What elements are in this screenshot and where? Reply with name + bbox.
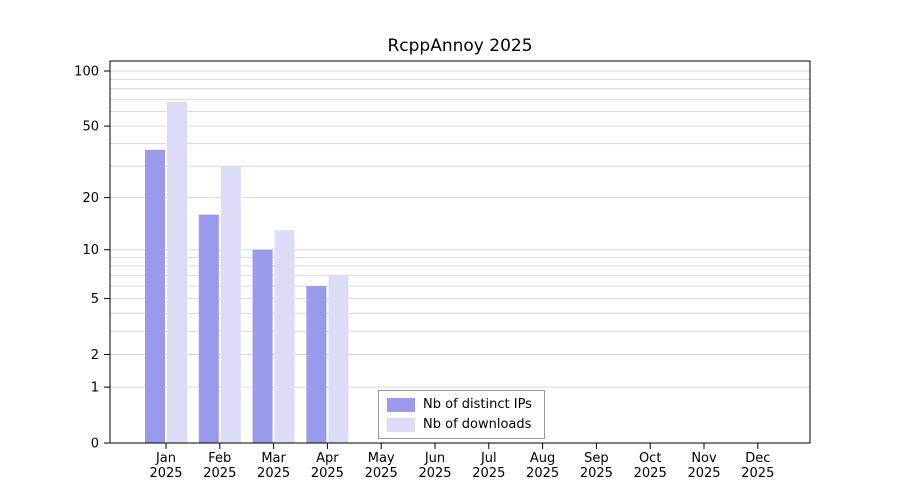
- legend-swatch-distinct-ips: [387, 397, 415, 412]
- x-tick-label-year: 2025: [741, 466, 774, 481]
- x-tick-label-month: Jul: [480, 451, 497, 466]
- legend: Nb of distinct IPs Nb of downloads: [378, 390, 545, 439]
- x-tick-label-year: 2025: [311, 466, 344, 481]
- x-tick-label-year: 2025: [418, 466, 451, 481]
- y-tick-label: 5: [91, 292, 99, 307]
- x-tick-label-year: 2025: [365, 466, 398, 481]
- x-tick-label-month: Mar: [261, 451, 286, 466]
- bar-distinct-ips-apr: [306, 286, 327, 443]
- chart-title: RcppAnnoy 2025: [387, 36, 533, 56]
- x-tick-label-year: 2025: [526, 466, 559, 481]
- legend-swatch-downloads: [387, 417, 415, 432]
- bar-downloads-mar: [274, 230, 295, 443]
- x-tick-label-month: Sep: [584, 451, 609, 466]
- bar-downloads-jan: [167, 101, 187, 443]
- legend-label-downloads: Nb of downloads: [423, 417, 532, 432]
- x-tick-label-month: Apr: [316, 451, 339, 466]
- bar-downloads-apr: [328, 275, 349, 443]
- bar-downloads-feb: [220, 166, 241, 444]
- y-tick-label: 10: [82, 243, 99, 258]
- x-tick-label-month: Dec: [745, 451, 770, 466]
- y-tick-label: 50: [82, 120, 99, 135]
- y-tick-label: 1: [91, 381, 99, 396]
- x-tick-label-year: 2025: [687, 466, 720, 481]
- x-tick-label-month: May: [368, 451, 395, 466]
- bar-distinct-ips-jan: [145, 149, 165, 444]
- x-tick-label-year: 2025: [149, 466, 182, 481]
- x-tick-label-year: 2025: [257, 466, 290, 481]
- legend-item-downloads: Nb of downloads: [387, 417, 532, 432]
- x-tick-label-year: 2025: [472, 466, 505, 481]
- y-tick-label: 2: [91, 348, 99, 363]
- x-tick-label-month: Oct: [639, 451, 661, 466]
- legend-label-distinct-ips: Nb of distinct IPs: [423, 397, 532, 412]
- legend-item-distinct-ips: Nb of distinct IPs: [387, 397, 532, 412]
- x-tick-label-month: Jan: [155, 451, 176, 466]
- bar-distinct-ips-feb: [198, 214, 219, 443]
- x-tick-label-month: Feb: [208, 451, 231, 466]
- y-tick-label: 100: [74, 65, 99, 80]
- x-tick-label-year: 2025: [580, 466, 613, 481]
- x-tick-label-month: Nov: [691, 451, 717, 466]
- y-tick-label: 20: [82, 191, 99, 206]
- x-tick-label-year: 2025: [634, 466, 667, 481]
- x-tick-label-month: Jun: [424, 451, 445, 466]
- x-tick-label-year: 2025: [203, 466, 236, 481]
- bar-distinct-ips-mar: [252, 249, 273, 443]
- x-tick-label-month: Aug: [530, 451, 555, 466]
- y-tick-label: 0: [91, 437, 99, 452]
- plot-frame: [109, 60, 811, 444]
